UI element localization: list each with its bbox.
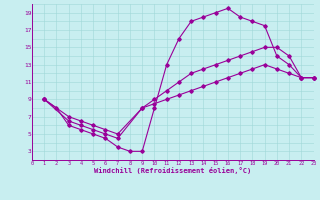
X-axis label: Windchill (Refroidissement éolien,°C): Windchill (Refroidissement éolien,°C): [94, 167, 252, 174]
